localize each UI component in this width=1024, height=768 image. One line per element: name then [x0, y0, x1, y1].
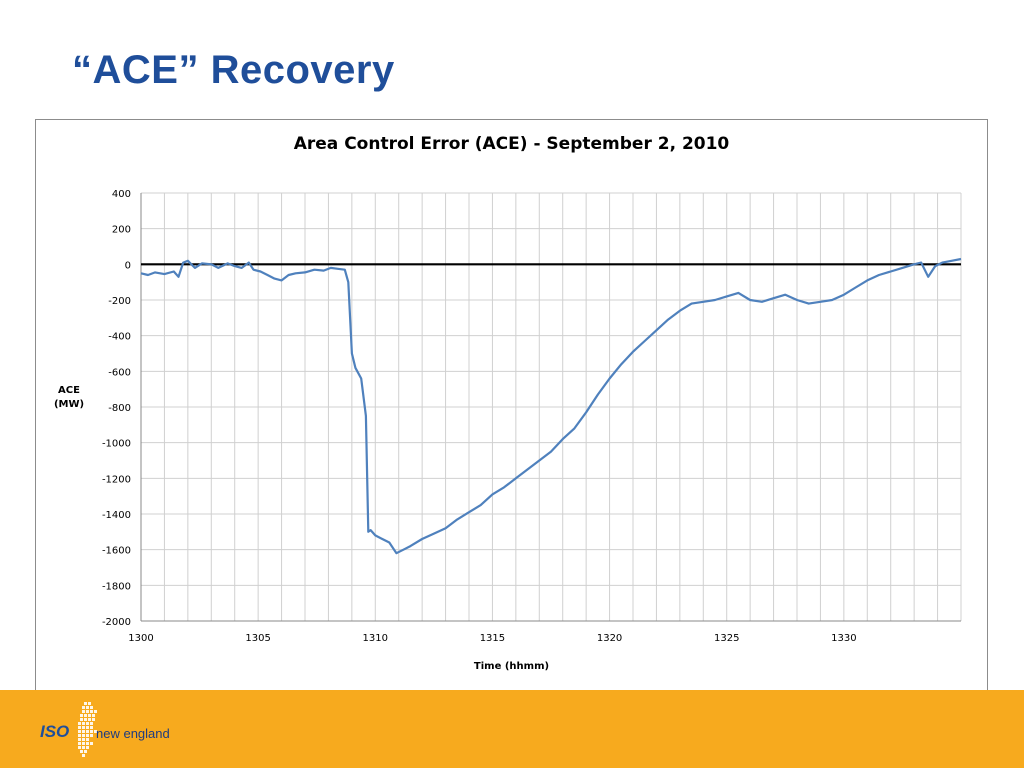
- ace-series-line: [140, 257, 962, 555]
- y-axis-label-line2: (MW): [53, 399, 85, 410]
- x-tick-label: 1305: [245, 633, 270, 644]
- x-tick-label: 1315: [480, 633, 505, 644]
- y-tick-label: -600: [108, 367, 131, 378]
- chart-plot: 400 200 0 -200 -400 -600 -800 -1000 -1200 -1400 -1…: [102, 189, 962, 644]
- x-tick-label: 1325: [714, 633, 739, 644]
- y-tick-label: 200: [112, 225, 131, 236]
- logo-iso-text: ISO: [40, 722, 70, 741]
- chart-container: 400 200 0 -200 -400 -600 -800 -1000 -1200 -1400 -1…: [35, 119, 988, 691]
- iso-new-england-logo: ISO new england: [40, 700, 190, 760]
- y-tick-label: -1400: [102, 510, 131, 521]
- y-axis-label-line1: ACE: [58, 385, 80, 396]
- y-tick-label: -400: [108, 332, 131, 343]
- y-tick-label: -800: [108, 403, 131, 414]
- footer-band: [0, 690, 1024, 768]
- y-tick-label: -200: [108, 296, 131, 307]
- x-tick-label: 1310: [363, 633, 388, 644]
- y-tick-label: -2000: [102, 617, 131, 628]
- x-tick-label: 1300: [128, 633, 153, 644]
- y-tick-label: -1600: [102, 546, 131, 557]
- x-tick-label: 1330: [831, 633, 856, 644]
- logo-new-england-text: new england: [96, 726, 170, 741]
- y-tick-label: -1800: [102, 581, 131, 592]
- x-tick-label: 1320: [597, 633, 622, 644]
- x-axis-label: Time (hhmm): [473, 661, 550, 672]
- slide-title: “ACE” Recovery: [72, 48, 395, 92]
- y-tick-label: -1000: [102, 439, 131, 450]
- new-england-map-icon: [78, 702, 97, 757]
- y-tick-label: 400: [112, 189, 131, 200]
- y-axis-label: ACE (MW): [44, 384, 94, 412]
- y-tick-label: 0: [125, 260, 131, 271]
- chart-title: Area Control Error (ACE) - September 2, …: [293, 134, 730, 154]
- y-tick-label: -1200: [102, 474, 131, 485]
